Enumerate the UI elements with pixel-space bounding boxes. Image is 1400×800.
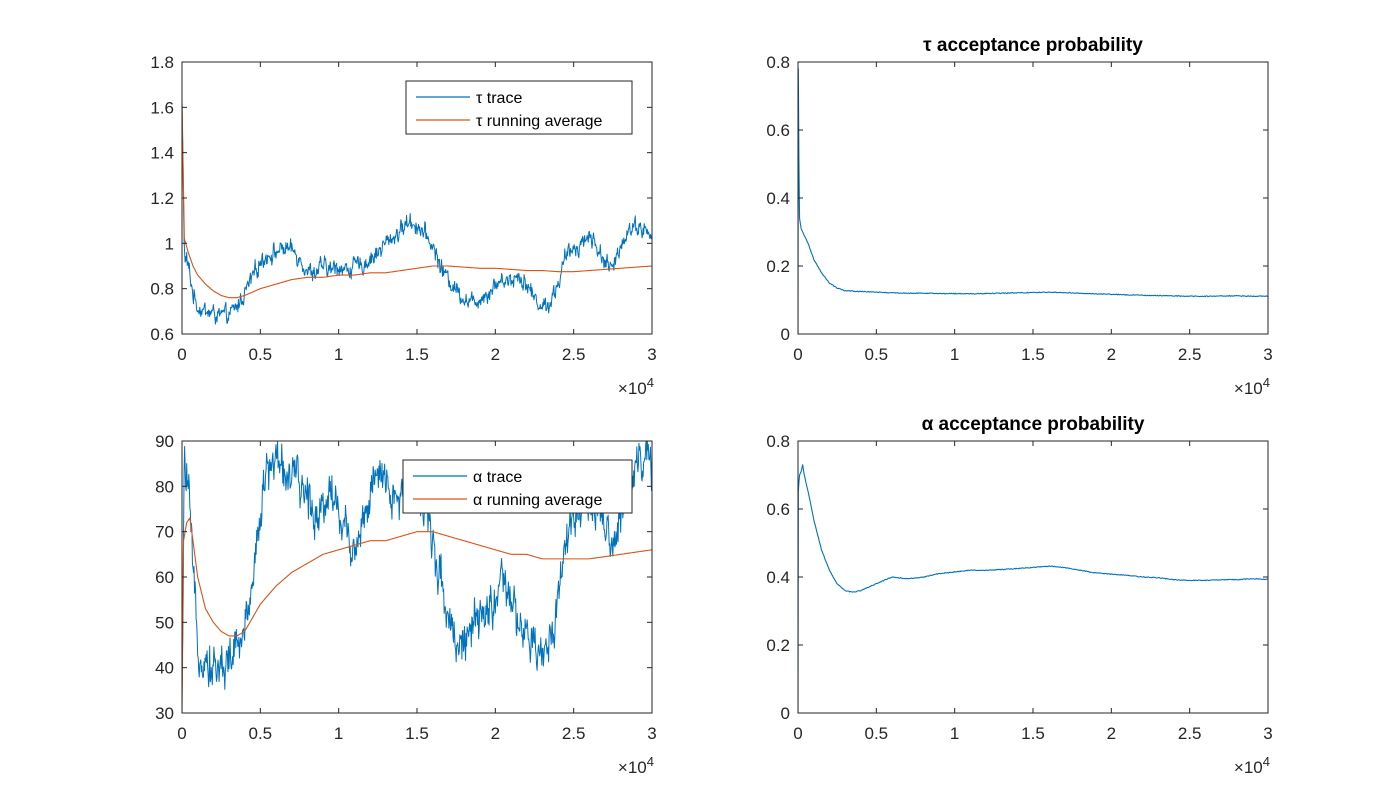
- x-tick-label: 0: [177, 724, 186, 743]
- plot-area: [798, 62, 1268, 334]
- legend: α trace α running average: [402, 459, 633, 514]
- x-tick-label: 2: [491, 724, 500, 743]
- x-tick-label: 0.5: [865, 345, 889, 364]
- series-1-line: [182, 517, 652, 713]
- y-tick-label: 1.8: [150, 53, 174, 72]
- series-0-line: [182, 102, 652, 325]
- y-tick-label: 0.4: [766, 189, 790, 208]
- x-tick-label: 3: [1263, 345, 1272, 364]
- tau-trace-panel: 0 0.5 1 1.5 2 2.5 3 0.6 0.8 1 1.2 1.4 1.6 1.8 ×104 τ tr…: [150, 53, 656, 398]
- y-tick-label: 0.8: [150, 280, 174, 299]
- legend-label: α trace: [473, 469, 522, 486]
- legend-label: τ trace: [476, 90, 522, 107]
- y-tick-label: 1.4: [150, 144, 174, 163]
- legend-box: [405, 80, 633, 135]
- y-tick-label: 1: [165, 234, 174, 253]
- y-tick-label: 0.6: [766, 121, 790, 140]
- series-group: [798, 68, 1268, 334]
- x-tick-label: 3: [647, 724, 656, 743]
- x-tick-label: 2.5: [562, 345, 586, 364]
- y-tick-label: 0.8: [766, 53, 790, 72]
- y-tick-label: 0.8: [766, 432, 790, 451]
- series-group: [182, 102, 652, 325]
- y-tick-label: 0.4: [766, 568, 790, 587]
- plot-area: [798, 441, 1268, 713]
- x-tick-label: 0: [793, 724, 802, 743]
- x-tick-label: 1: [950, 345, 959, 364]
- y-tick-label: 0.2: [766, 257, 790, 276]
- x-tick-label: 1: [950, 724, 959, 743]
- legend-label: τ running average: [476, 113, 603, 130]
- x-tick-label: 0.5: [865, 724, 889, 743]
- x-tick-label: 1.5: [405, 345, 429, 364]
- series-1-line: [182, 102, 652, 299]
- y-tick-label: 60: [155, 568, 174, 587]
- x-tick-label: 1: [334, 724, 343, 743]
- tau-acceptance-panel: 0 0.5 1 1.5 2 2.5 3 0 0.2 0.4 0.6 0.8 ×104 τ acceptan…: [766, 35, 1272, 398]
- x-tick-label: 0: [793, 345, 802, 364]
- y-tick-label: 30: [155, 704, 174, 723]
- y-tick-label: 70: [155, 523, 174, 542]
- chart-title: τ acceptance probability: [923, 35, 1143, 56]
- x-tick-label: 2: [1107, 345, 1116, 364]
- series-group: [798, 464, 1268, 713]
- x-multiplier-label: ×104: [618, 375, 654, 398]
- y-tick-label: 1.2: [150, 189, 174, 208]
- y-tick-label: 0.2: [766, 636, 790, 655]
- x-tick-label: 2.5: [562, 724, 586, 743]
- x-tick-label: 2.5: [1178, 345, 1202, 364]
- legend: τ trace τ running average: [405, 80, 633, 135]
- y-tick-label: 1.6: [150, 98, 174, 117]
- y-tick-label: 90: [155, 432, 174, 451]
- x-tick-label: 3: [647, 345, 656, 364]
- y-tick-label: 0: [781, 704, 790, 723]
- x-tick-label: 0.5: [249, 724, 273, 743]
- y-tick-label: 50: [155, 613, 174, 632]
- x-multiplier-label: ×104: [618, 754, 654, 777]
- acceptance-series-line: [798, 68, 1268, 334]
- x-tick-label: 1.5: [405, 724, 429, 743]
- y-tick-label: 80: [155, 477, 174, 496]
- x-tick-label: 1.5: [1021, 724, 1045, 743]
- y-tick-label: 40: [155, 659, 174, 678]
- alpha-acceptance-panel: 0 0.5 1 1.5 2 2.5 3 0 0.2 0.4 0.6 0.8 ×104 α acceptan…: [766, 414, 1272, 777]
- y-tick-label: 0: [781, 325, 790, 344]
- x-tick-label: 0: [177, 345, 186, 364]
- y-tick-label: 0.6: [150, 325, 174, 344]
- x-tick-label: 1: [334, 345, 343, 364]
- legend-box: [402, 459, 633, 514]
- x-tick-label: 2.5: [1178, 724, 1202, 743]
- y-tick-label: 0.6: [766, 500, 790, 519]
- x-tick-label: 1.5: [1021, 345, 1045, 364]
- acceptance-series-line: [798, 464, 1268, 713]
- x-tick-label: 2: [1107, 724, 1116, 743]
- x-tick-label: 3: [1263, 724, 1272, 743]
- x-multiplier-label: ×104: [1234, 754, 1270, 777]
- x-multiplier-label: ×104: [1234, 375, 1270, 398]
- x-tick-label: 0.5: [249, 345, 273, 364]
- x-tick-label: 2: [491, 345, 500, 364]
- chart-title: α acceptance probability: [922, 414, 1145, 435]
- legend-label: α running average: [473, 492, 602, 509]
